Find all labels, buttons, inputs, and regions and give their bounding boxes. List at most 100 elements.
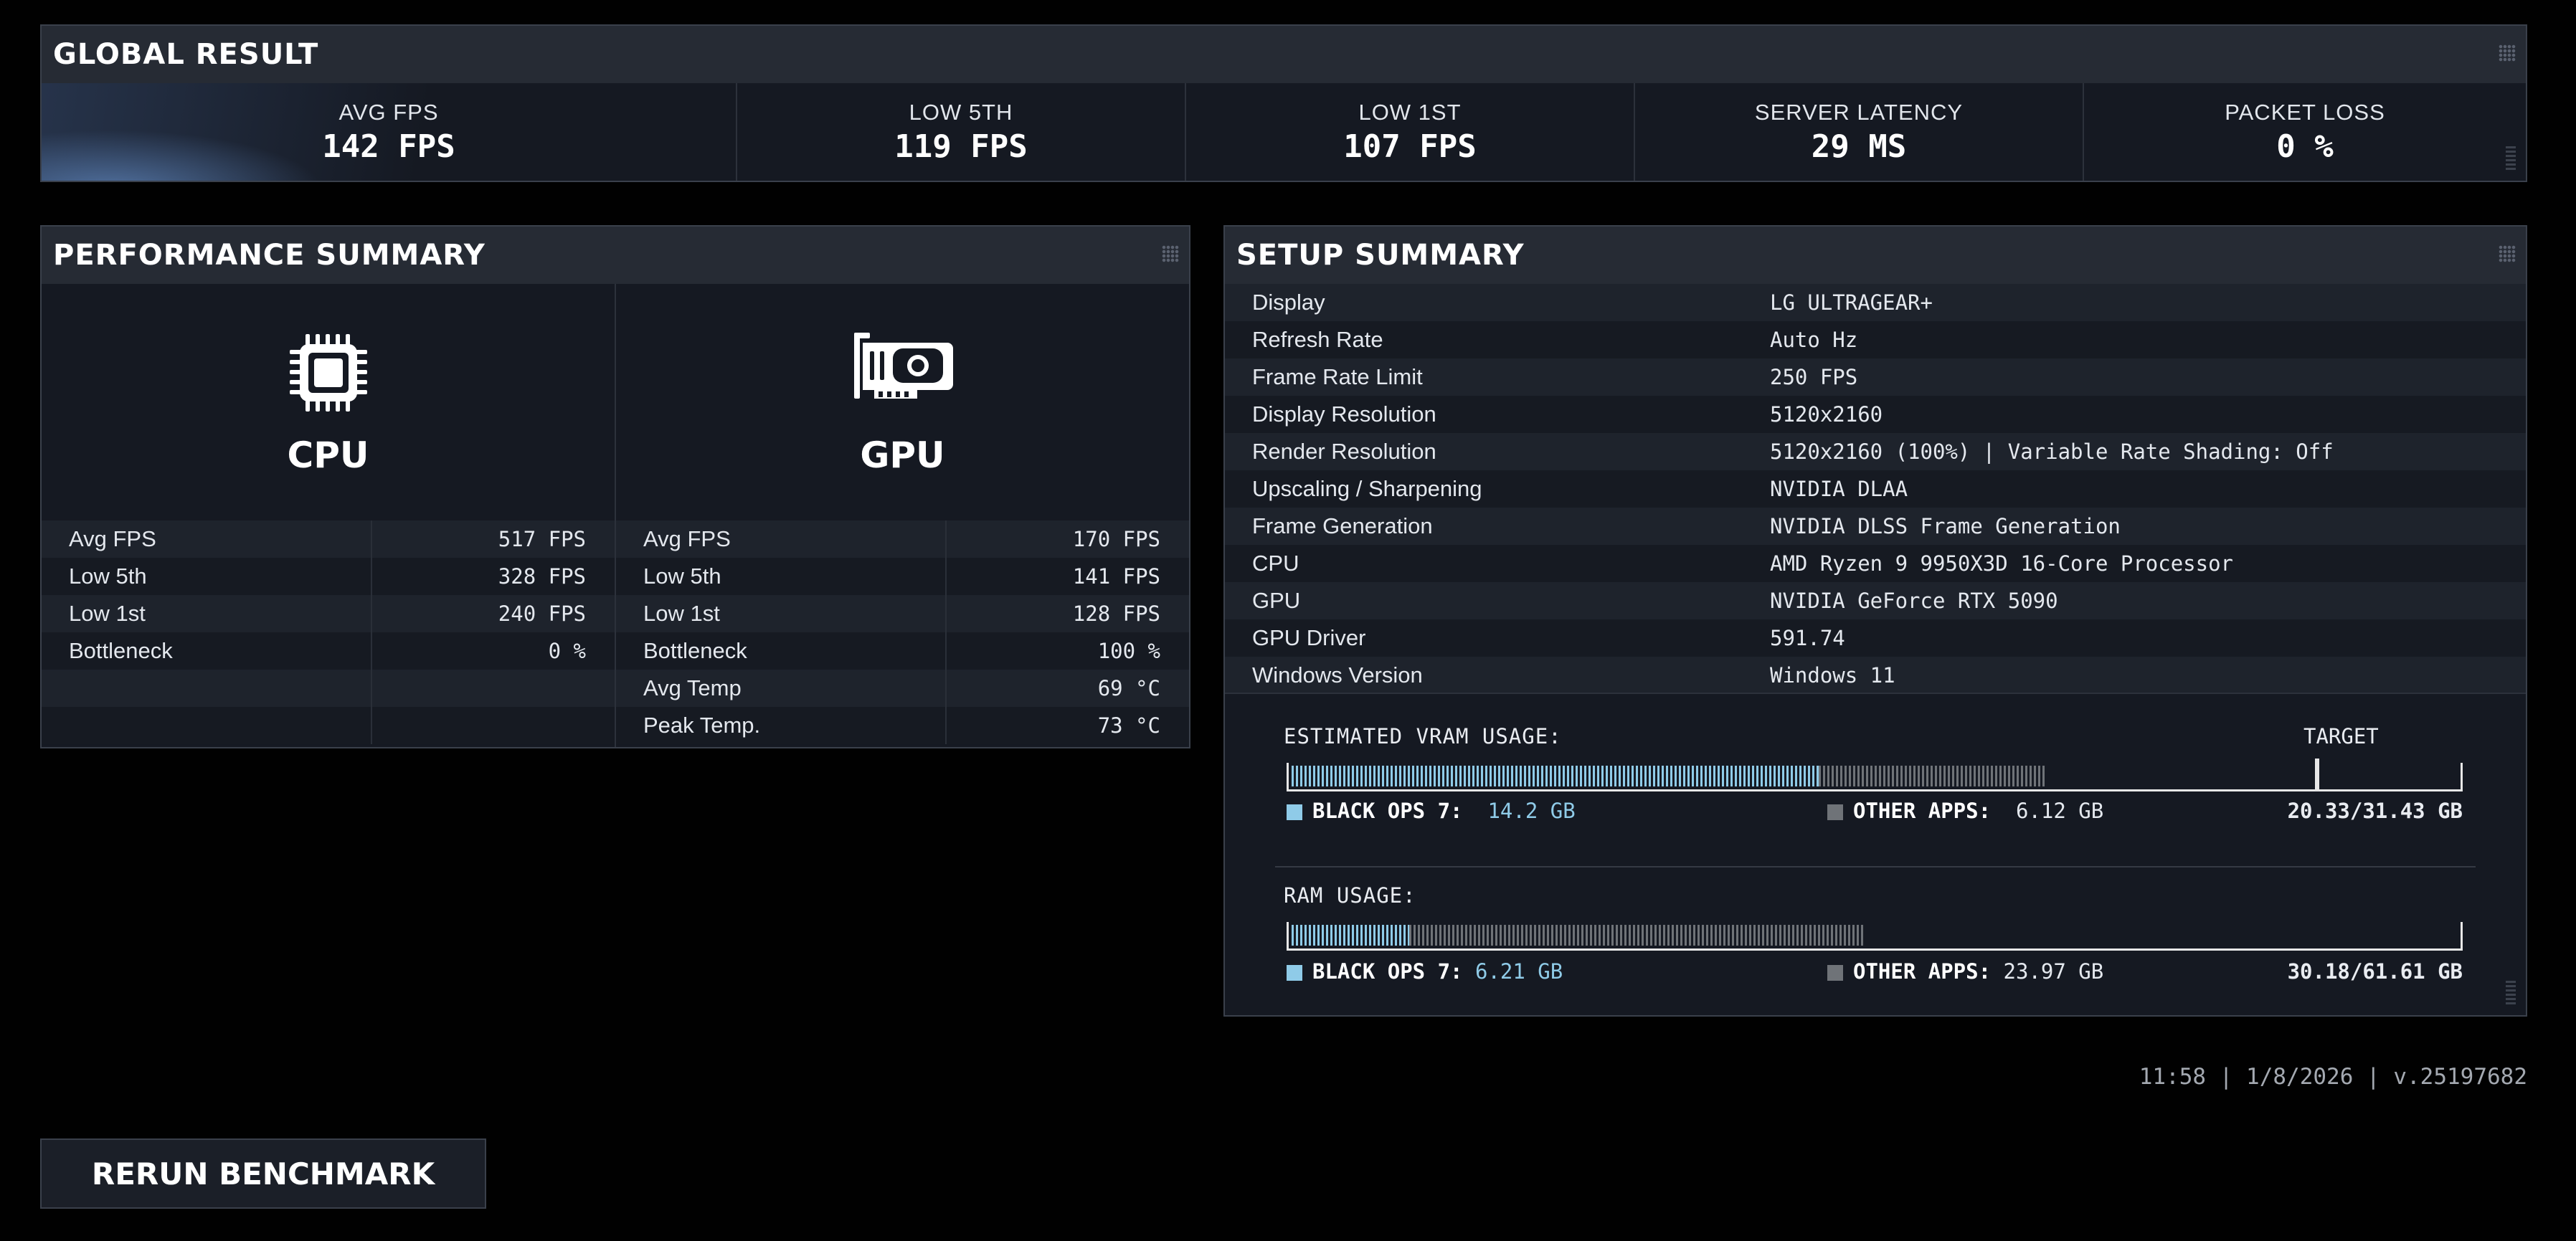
cpu-stats: Avg FPS 517 FPS Low 5th 328 FPS Low 1st 240… [42, 520, 615, 744]
stat-row: Bottleneck 100 % [616, 632, 1189, 670]
stat-row: Low 5th 328 FPS [42, 558, 615, 595]
metric-low-1st: LOW 1ST 107 FPS [1185, 83, 1634, 181]
legend-label: OTHER APPS: [1853, 959, 1992, 984]
stat-name: Avg FPS [42, 520, 372, 558]
setup-key: Render Resolution [1252, 439, 1436, 464]
cpu-label: CPU [287, 434, 369, 476]
ram-legend-game: BLACK OPS 7: 6.21 GB [1287, 959, 1563, 984]
stat-value: 141 FPS [1072, 564, 1160, 589]
vram-legend: BLACK OPS 7: 14.2 GB OTHER APPS: 6.12 GB… [1287, 799, 2463, 827]
ram-usage-title: RAM USAGE: [1284, 883, 1416, 908]
stat-value: 69 °C [1097, 676, 1160, 700]
legend-value: 14.2 GB [1487, 799, 1576, 823]
setup-row-frame-rate-limit: Frame Rate Limit 250 FPS [1225, 358, 2526, 396]
setup-row-gpu-driver: GPU Driver 591.74 [1225, 619, 2526, 657]
metric-label: PACKET LOSS [2225, 99, 2385, 125]
metric-avg-fps: AVG FPS 142 FPS [42, 83, 736, 181]
setup-summary-header: SETUP SUMMARY [1225, 227, 2526, 284]
setup-key: Display Resolution [1252, 401, 1436, 427]
stat-row [42, 707, 615, 744]
stat-row: Avg FPS 517 FPS [42, 520, 615, 558]
setup-value: Windows 11 [1770, 663, 1895, 688]
ram-legend-other: OTHER APPS: 23.97 GB [1827, 959, 2103, 984]
stat-name: Avg Temp [616, 670, 947, 707]
stat-name: Low 1st [616, 595, 947, 632]
stat-name: Low 1st [42, 595, 372, 632]
resize-corner-icon[interactable] [2506, 146, 2516, 171]
gpu-stats: Avg FPS 170 FPS Low 5th 141 FPS Low 1st 128… [616, 520, 1189, 744]
setup-key: Windows Version [1252, 662, 1423, 688]
legend-value: 23.97 GB [2003, 959, 2104, 984]
vram-other-segment [1818, 766, 2046, 786]
drag-grip-icon[interactable] [2499, 245, 2516, 262]
stat-value: 240 FPS [498, 602, 586, 626]
metric-packet-loss: PACKET LOSS 0 % [2083, 83, 2526, 181]
stat-name: Peak Temp. [616, 707, 947, 744]
cpu-column: CPU Avg FPS 517 FPS Low 5th 328 FPS Low 1s… [42, 284, 615, 747]
stat-value: 328 FPS [498, 564, 586, 589]
vram-usage-bar [1287, 759, 2463, 791]
setup-key: GPU Driver [1252, 625, 1366, 650]
legend-label: BLACK OPS 7: [1312, 959, 1463, 984]
stat-value: 517 FPS [498, 527, 586, 551]
setup-value: AMD Ryzen 9 9950X3D 16-Core Processor [1770, 551, 2234, 576]
setup-row-windows-version: Windows Version Windows 11 [1225, 657, 2526, 694]
setup-value: NVIDIA DLSS Frame Generation [1770, 514, 2121, 538]
setup-value: 5120x2160 (100%) | Variable Rate Shading… [1770, 439, 2334, 464]
metric-value: 0 % [2276, 128, 2334, 165]
setup-key: GPU [1252, 588, 1301, 613]
setup-summary-title: SETUP SUMMARY [1236, 239, 1525, 272]
setup-row-refresh-rate: Refresh Rate Auto Hz [1225, 321, 2526, 358]
setup-value: 250 FPS [1770, 365, 1858, 389]
metric-value: 29 MS [1811, 128, 1907, 165]
gpu-column: GPU Avg FPS 170 FPS Low 5th 141 FPS Low 1s… [615, 284, 1189, 747]
stat-name [42, 707, 372, 744]
divider [1275, 866, 2476, 867]
metric-label: LOW 5TH [909, 99, 1013, 125]
metric-label: AVG FPS [338, 99, 439, 125]
legend-label: OTHER APPS: [1853, 799, 1992, 823]
resize-corner-icon[interactable] [2506, 981, 2516, 1005]
setup-table: Display LG ULTRAGEAR+ Refresh Rate Auto Hz… [1225, 284, 2526, 694]
global-result-header: GLOBAL RESULT [42, 26, 2526, 83]
ram-other-segment [1408, 925, 1863, 946]
setup-key: Frame Rate Limit [1252, 364, 1423, 389]
stat-row: Low 5th 141 FPS [616, 558, 1189, 595]
global-result-title: GLOBAL RESULT [53, 38, 319, 71]
performance-summary-header: PERFORMANCE SUMMARY [42, 227, 1189, 284]
setup-row-display-resolution: Display Resolution 5120x2160 [1225, 396, 2526, 433]
setup-value: 591.74 [1770, 626, 1845, 650]
setup-row-cpu: CPU AMD Ryzen 9 9950X3D 16-Core Processor [1225, 545, 2526, 582]
gpu-label: GPU [860, 434, 945, 476]
drag-grip-icon[interactable] [2499, 44, 2516, 62]
ram-total: 30.18/61.61 GB [2287, 959, 2463, 984]
setup-key: Upscaling / Sharpening [1252, 476, 1482, 501]
stat-row [42, 670, 615, 707]
drag-grip-icon[interactable] [1162, 245, 1179, 262]
cpu-hero: CPU [42, 284, 615, 520]
stat-value: 128 FPS [1072, 602, 1160, 626]
setup-key: Frame Generation [1252, 513, 1433, 538]
stat-row: Avg Temp 69 °C [616, 670, 1189, 707]
build-info: 11:58 | 1/8/2026 | v.25197682 [2139, 1064, 2527, 1090]
cpu-chip-icon [284, 328, 373, 421]
metric-label: SERVER LATENCY [1754, 99, 1964, 125]
stat-name [42, 670, 372, 707]
setup-value: 5120x2160 [1770, 402, 1883, 427]
ram-game-segment [1292, 925, 1409, 946]
setup-row-frame-generation: Frame Generation NVIDIA DLSS Frame Genera… [1225, 508, 2526, 545]
setup-value: NVIDIA GeForce RTX 5090 [1770, 589, 2058, 613]
game-swatch-icon [1287, 804, 1302, 820]
metric-value: 119 FPS [894, 128, 1028, 165]
legend-label: BLACK OPS 7: [1312, 799, 1463, 823]
setup-summary-panel: SETUP SUMMARY Display LG ULTRAGEAR+ Refre… [1223, 225, 2527, 1017]
game-swatch-icon [1287, 965, 1302, 981]
vram-game-segment [1292, 766, 1819, 786]
global-result-panel: GLOBAL RESULT AVG FPS 142 FPS LOW 5TH 11… [40, 24, 2527, 182]
rerun-benchmark-button[interactable]: RERUN BENCHMARK [40, 1138, 486, 1209]
metric-low-5th: LOW 5TH 119 FPS [736, 83, 1185, 181]
stat-row: Avg FPS 170 FPS [616, 520, 1189, 558]
metric-value: 142 FPS [322, 128, 455, 165]
setup-key: Display [1252, 290, 1325, 315]
stat-name: Bottleneck [42, 632, 372, 670]
